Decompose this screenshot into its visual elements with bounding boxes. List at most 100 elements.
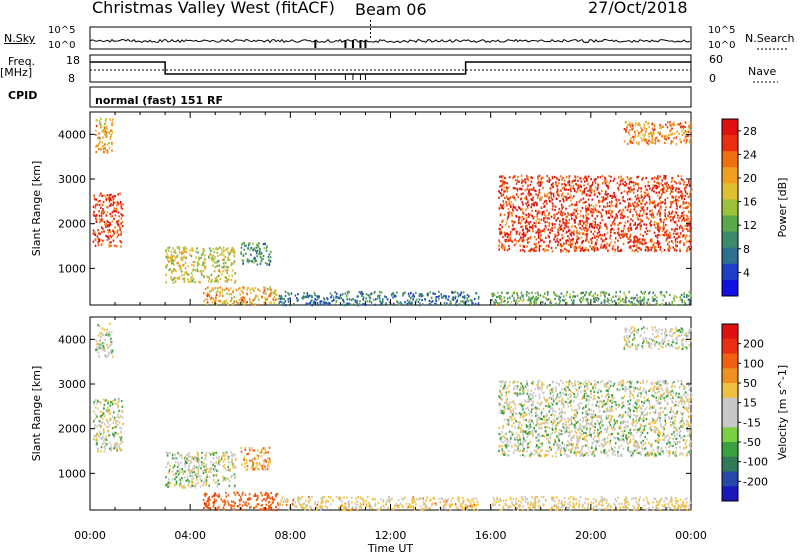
data-cell: [225, 452, 227, 455]
data-cell: [290, 292, 293, 295]
data-cell: [649, 229, 651, 232]
data-cell: [657, 303, 659, 306]
data-cell: [638, 214, 640, 217]
data-cell: [664, 209, 667, 212]
data-cell: [587, 301, 590, 304]
data-cell: [350, 298, 353, 301]
data-cell: [458, 500, 460, 503]
data-cell: [358, 302, 361, 305]
data-cell: [504, 235, 507, 238]
data-cell: [684, 130, 686, 133]
data-cell: [206, 476, 208, 479]
data-cell: [685, 135, 688, 138]
data-cell: [184, 267, 187, 270]
data-cell: [509, 231, 512, 234]
data-cell: [107, 351, 110, 354]
data-cell: [675, 136, 678, 139]
data-cell: [688, 179, 690, 182]
data-cell: [112, 421, 115, 424]
data-cell: [637, 204, 640, 207]
data-cell: [681, 197, 683, 200]
data-cell: [557, 241, 560, 244]
data-cell: [557, 190, 559, 193]
data-cell: [590, 178, 592, 181]
data-cell: [543, 205, 545, 209]
data-cell: [676, 244, 678, 248]
data-cell: [117, 203, 119, 206]
data-cell: [394, 295, 397, 298]
data-cell: [97, 237, 100, 240]
data-cell: [113, 434, 115, 437]
data-cell: [172, 247, 174, 250]
data-cell: [192, 277, 195, 281]
data-cell: [112, 201, 115, 204]
scatter-region: [498, 174, 693, 253]
data-cell: [189, 455, 192, 458]
data-cell: [196, 478, 198, 481]
data-cell: [95, 215, 97, 218]
data-cell: [264, 447, 266, 450]
data-cell: [544, 248, 546, 251]
data-cell: [211, 258, 213, 262]
data-cell: [613, 195, 615, 198]
data-cell: [529, 192, 532, 196]
data-cell: [690, 294, 693, 297]
data-cell: [679, 224, 682, 227]
data-cell: [115, 419, 117, 422]
data-cell: [221, 294, 224, 297]
data-cell: [576, 175, 579, 178]
data-cell: [255, 294, 257, 297]
data-cell: [230, 262, 233, 265]
data-cell: [603, 180, 606, 183]
data-cell: [211, 287, 214, 290]
data-cell: [634, 134, 637, 137]
data-cell: [652, 299, 654, 302]
data-cell: [568, 237, 571, 240]
data-cell: [95, 348, 98, 351]
data-cell: [647, 122, 650, 125]
data-cell: [574, 245, 577, 248]
data-cell: [670, 190, 673, 193]
data-cell: [689, 221, 692, 224]
data-cell: [222, 452, 225, 455]
data-cell: [185, 250, 187, 254]
data-cell: [219, 292, 221, 295]
data-cell: [263, 301, 265, 304]
data-cell: [216, 485, 219, 488]
data-cell: [401, 497, 404, 501]
data-cell: [629, 303, 632, 306]
data-cell: [633, 297, 635, 300]
data-cell: [110, 449, 112, 452]
data-cell: [165, 466, 168, 469]
data-cell: [362, 498, 364, 501]
data-cell: [346, 290, 349, 293]
data-cell: [681, 300, 684, 303]
data-cell: [503, 248, 506, 251]
data-cell: [346, 298, 348, 301]
data-cell: [516, 189, 519, 192]
scatter-region: [95, 117, 114, 154]
data-cell: [221, 291, 224, 294]
data-cell: [648, 125, 650, 128]
data-cell: [662, 188, 665, 191]
data-cell: [536, 230, 539, 233]
data-cell: [178, 246, 181, 249]
data-cell: [625, 233, 627, 236]
data-cell: [620, 230, 623, 233]
data-cell: [641, 139, 643, 142]
data-cell: [650, 224, 653, 227]
data-cell: [228, 503, 230, 506]
data-cell: [517, 296, 519, 299]
data-cell: [634, 296, 637, 300]
data-cell: [115, 446, 117, 449]
data-cell: [538, 247, 541, 250]
data-cell: [589, 450, 591, 453]
data-cell: [536, 217, 539, 220]
data-cell: [614, 237, 617, 240]
data-cell: [630, 190, 632, 193]
data-cell: [212, 260, 215, 263]
data-cell: [531, 176, 533, 180]
data-cell: [257, 454, 260, 458]
data-cell: [468, 295, 470, 298]
data-cell: [191, 456, 193, 459]
